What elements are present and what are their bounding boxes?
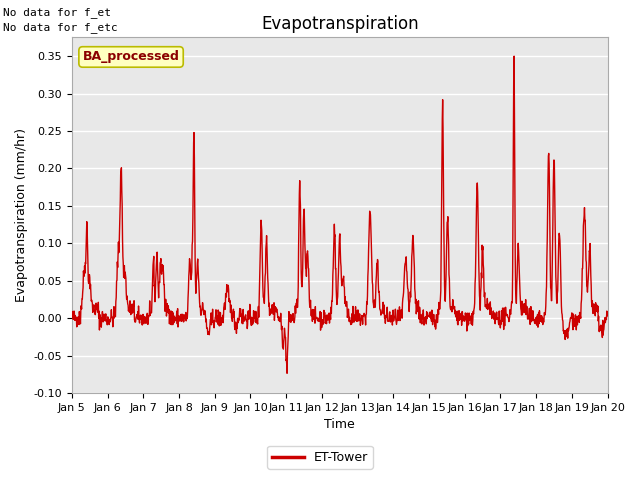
Text: BA_processed: BA_processed <box>83 50 179 63</box>
Title: Evapotranspiration: Evapotranspiration <box>261 15 419 33</box>
Text: No data for f_etc: No data for f_etc <box>3 22 118 33</box>
Y-axis label: Evapotranspiration (mm/hr): Evapotranspiration (mm/hr) <box>15 128 28 302</box>
Legend: ET-Tower: ET-Tower <box>268 446 372 469</box>
X-axis label: Time: Time <box>324 419 355 432</box>
Text: No data for f_et: No data for f_et <box>3 7 111 18</box>
